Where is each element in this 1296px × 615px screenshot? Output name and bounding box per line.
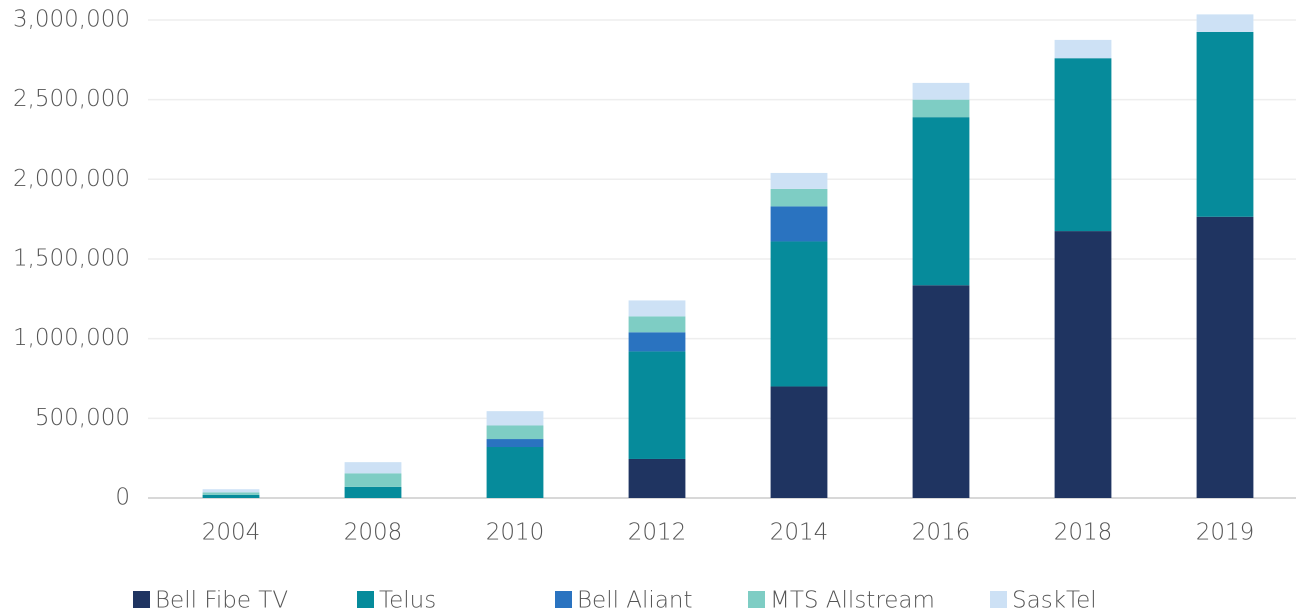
legend-swatch <box>133 591 150 608</box>
bar-segment <box>770 241 828 387</box>
legend-label: SaskTel <box>1012 588 1097 614</box>
bar-segment <box>628 316 686 333</box>
y-tick-label: 0 <box>115 485 130 511</box>
x-tick-label: 2008 <box>344 520 403 546</box>
bar-segment <box>912 99 970 118</box>
bar-segment <box>344 486 402 498</box>
bar-segment <box>486 439 544 448</box>
legend-swatch <box>357 591 374 608</box>
bar-segment <box>486 447 544 498</box>
legend-label: Bell Fibe TV <box>155 588 288 614</box>
bar-segment <box>770 172 828 189</box>
bar-segment <box>202 494 260 498</box>
x-tick-label: 2019 <box>1196 520 1255 546</box>
bar-segment <box>1054 58 1112 232</box>
x-tick-label: 2014 <box>770 520 829 546</box>
legend-label: MTS Allstream <box>770 588 935 614</box>
x-tick-label: 2018 <box>1054 520 1113 546</box>
bar-segment <box>628 458 686 498</box>
x-tick-label: 2004 <box>202 520 261 546</box>
bar-segment <box>486 425 544 440</box>
bar-segment <box>1054 39 1112 59</box>
bar-segment <box>912 82 970 100</box>
legend-label: Bell Aliant <box>577 588 693 614</box>
y-tick-label: 1,000,000 <box>13 325 130 351</box>
y-tick-label: 2,500,000 <box>13 86 130 112</box>
bar-segment <box>770 206 828 242</box>
x-tick-label: 2012 <box>628 520 687 546</box>
y-tick-label: 2,000,000 <box>13 166 130 192</box>
bar-segment <box>1196 216 1254 498</box>
bar-segment <box>202 492 260 495</box>
bar-segment <box>1196 31 1254 217</box>
bar-segment <box>344 473 402 487</box>
bar-segment <box>912 285 970 498</box>
bar-segment <box>1054 231 1112 498</box>
bar-segment <box>770 386 828 498</box>
legend-label: Telus <box>379 588 436 614</box>
bar-segment <box>628 300 686 317</box>
y-tick-label: 500,000 <box>35 405 130 431</box>
bar-segment <box>344 462 402 474</box>
bar-segment <box>1196 14 1254 32</box>
bar-segment <box>628 332 686 352</box>
bar-segment <box>486 411 544 426</box>
legend-swatch <box>990 591 1007 608</box>
bar-segment <box>202 489 260 493</box>
legend-swatch <box>748 591 765 608</box>
bar-segment <box>912 117 970 286</box>
bar-segment <box>770 188 828 207</box>
y-tick-label: 1,500,000 <box>13 245 130 271</box>
y-tick-label: 3,000,000 <box>13 6 130 32</box>
legend-swatch <box>555 591 572 608</box>
x-tick-label: 2010 <box>486 520 545 546</box>
x-tick-label: 2016 <box>912 520 971 546</box>
bar-segment <box>628 351 686 459</box>
